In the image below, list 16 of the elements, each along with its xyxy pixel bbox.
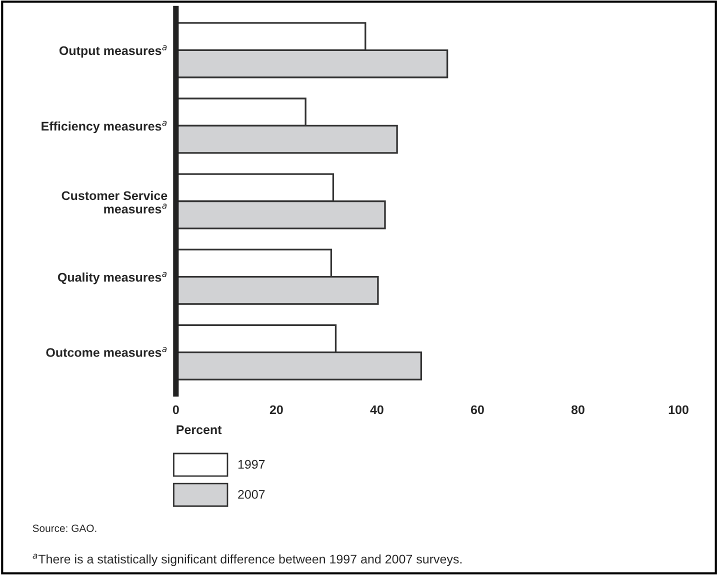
source-note: Source: GAO. <box>32 524 96 532</box>
x-tick-label: 80 <box>571 405 584 414</box>
x-tick-label: 60 <box>470 405 484 414</box>
y-tick-label: Output measures$^{a}$ <box>59 45 167 58</box>
y-tick-label: Quality measures$^{a}$ <box>58 272 167 284</box>
legend-label: 2007 <box>238 490 265 499</box>
x-tick-label: 40 <box>370 405 384 414</box>
y-tick-label: Customer Service measures$^{a}$ <box>62 190 168 214</box>
y-tick-label: Outcome measures$^{a}$ <box>46 347 167 357</box>
text: $^{a}$There is a statistically significant difference between 1997 and 2007 surveys. <box>32 554 462 566</box>
x-tick-label: 20 <box>270 405 283 414</box>
x-tick-label: 100 <box>668 405 688 414</box>
x-tick-label: 0 <box>172 405 179 414</box>
legend-label: 1997 <box>238 460 265 469</box>
y-tick-label: Efficiency measures$^{a}$ <box>42 120 167 134</box>
x-axis-title: Percent <box>176 425 222 434</box>
